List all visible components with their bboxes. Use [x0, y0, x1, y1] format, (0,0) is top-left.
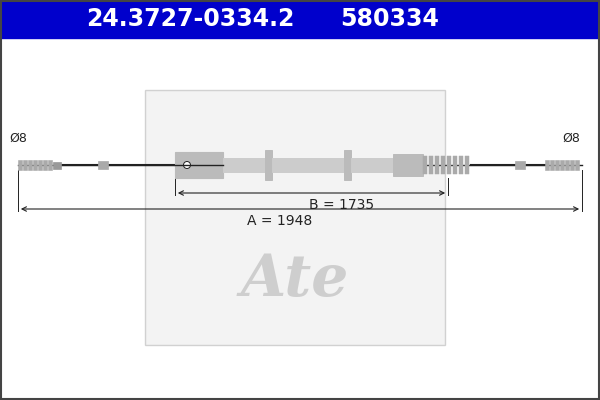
Bar — [429, 156, 433, 174]
Bar — [550, 160, 554, 170]
Bar — [98, 161, 108, 169]
Bar — [53, 162, 61, 168]
Bar — [560, 160, 563, 170]
Bar — [0, 0, 600, 38]
Text: 24.3727-0334.2: 24.3727-0334.2 — [86, 7, 294, 31]
Text: A = 1948: A = 1948 — [247, 214, 313, 228]
Bar — [441, 156, 445, 174]
Bar — [43, 160, 47, 170]
Bar — [447, 156, 451, 174]
Bar — [23, 160, 26, 170]
Bar — [435, 156, 439, 174]
Bar — [459, 156, 463, 174]
Circle shape — [184, 162, 191, 168]
Bar — [48, 160, 52, 170]
Bar — [175, 152, 223, 178]
Bar — [265, 150, 272, 180]
Bar — [33, 160, 37, 170]
Bar — [145, 90, 445, 345]
Text: Ø8: Ø8 — [9, 132, 27, 145]
Bar — [351, 158, 393, 172]
Bar — [272, 158, 344, 172]
Bar — [423, 156, 427, 174]
Text: B = 1735: B = 1735 — [309, 198, 374, 212]
Bar — [453, 156, 457, 174]
Bar — [565, 160, 569, 170]
Bar — [38, 160, 41, 170]
Bar — [555, 160, 559, 170]
Bar — [545, 160, 548, 170]
Bar — [515, 161, 525, 169]
Bar — [465, 156, 469, 174]
Text: 580334: 580334 — [341, 7, 439, 31]
Bar — [223, 158, 265, 172]
Text: Ate: Ate — [241, 252, 349, 308]
Bar — [570, 160, 574, 170]
Bar — [575, 160, 578, 170]
Text: Ø8: Ø8 — [562, 132, 580, 145]
Bar — [28, 160, 32, 170]
Bar — [18, 160, 22, 170]
Bar — [344, 150, 351, 180]
Bar — [393, 154, 423, 176]
